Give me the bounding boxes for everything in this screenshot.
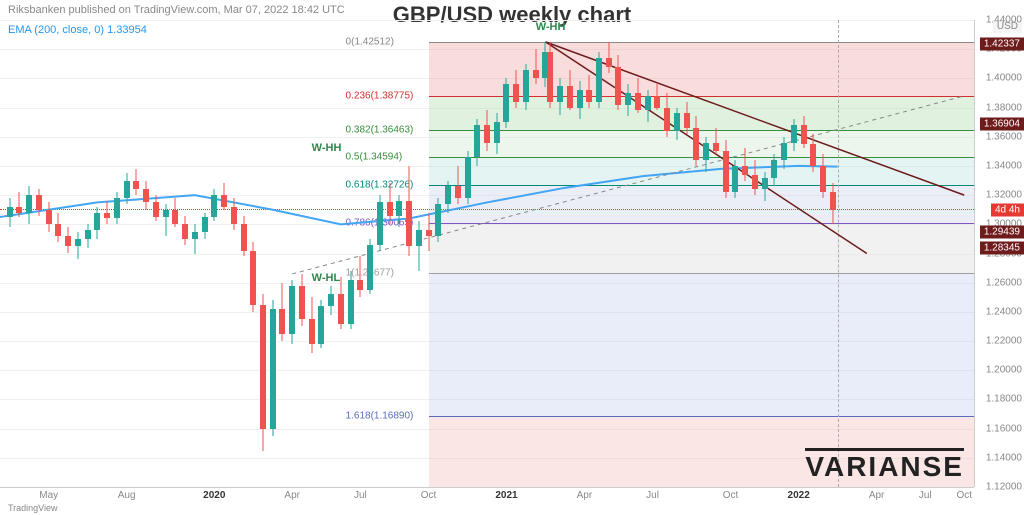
- x-tick-label: Oct: [956, 490, 972, 501]
- current-time-line: [838, 20, 839, 487]
- pattern-label: W-HL: [312, 272, 341, 284]
- fib-zone: [429, 223, 974, 272]
- y-tick-label: 1.34000: [986, 160, 1022, 171]
- x-tick-label: Jul: [646, 490, 659, 501]
- fib-line: [429, 223, 974, 224]
- y-tick-label: 1.14000: [986, 452, 1022, 463]
- y-tick-label: 1.44000: [986, 15, 1022, 26]
- watermark-logo: VARIANSE: [805, 448, 964, 483]
- x-tick-label: 2021: [495, 490, 517, 501]
- x-tick-label: Jul: [354, 490, 367, 501]
- y-tick-label: 1.38000: [986, 102, 1022, 113]
- fib-zone: [429, 273, 974, 416]
- x-tick-label: 2022: [788, 490, 810, 501]
- x-tick-label: Apr: [869, 490, 885, 501]
- tradingview-logo: TradingView: [8, 503, 58, 513]
- fib-zone: [429, 185, 974, 224]
- y-tick-label: 1.20000: [986, 365, 1022, 376]
- price-badge: 1.29439: [980, 226, 1024, 239]
- fib-line: [429, 96, 974, 97]
- publisher-text: Riksbanken published on TradingView.com,…: [8, 4, 345, 16]
- fib-zone: [429, 157, 974, 184]
- chart-container: Riksbanken published on TradingView.com,…: [0, 0, 1024, 515]
- fib-label: 0(1.42512): [344, 36, 396, 47]
- y-tick-label: 1.26000: [986, 277, 1022, 288]
- x-axis: May Aug 2020 Apr Jul Oct 2021 Apr Jul Oct 2022 Apr J…: [0, 487, 974, 505]
- watermark-text: VARIANSE: [805, 448, 964, 483]
- price-badge: 1.36904: [980, 117, 1024, 130]
- y-tick-label: 1.22000: [986, 336, 1022, 347]
- x-tick-label: May: [39, 490, 58, 501]
- chart-plot-area[interactable]: 0(1.42512) 0.236(1.38775) 0.382(1.36463) 0.…: [0, 20, 974, 487]
- y-tick-label: 1.24000: [986, 306, 1022, 317]
- x-tick-label: Apr: [284, 490, 300, 501]
- fib-zone: [429, 42, 974, 97]
- y-tick-label: 1.40000: [986, 73, 1022, 84]
- y-tick-label: 1.12000: [986, 482, 1022, 493]
- fib-line: [429, 42, 974, 43]
- fib-label: 1.618(1.16890): [344, 410, 416, 421]
- price-badge: 1.28345: [980, 242, 1024, 255]
- x-tick-label: Jul: [919, 490, 932, 501]
- x-tick-label: Oct: [723, 490, 739, 501]
- fib-line: [429, 157, 974, 158]
- fib-zone: [429, 96, 974, 130]
- x-tick-label: Aug: [118, 490, 136, 501]
- fib-label: 0.382(1.36463): [344, 124, 416, 135]
- fib-line: [429, 185, 974, 186]
- y-tick-label: 1.18000: [986, 394, 1022, 405]
- fib-line: [429, 416, 974, 417]
- x-tick-label: Apr: [577, 490, 593, 501]
- y-axis: USD 1.440001.420001.400001.380001.360001…: [974, 20, 1024, 487]
- price-badge: 1.42337: [980, 38, 1024, 51]
- x-tick-label: Oct: [421, 490, 437, 501]
- y-tick-label: 1.32000: [986, 190, 1022, 201]
- x-tick-label: 2020: [203, 490, 225, 501]
- pattern-label: W-HH: [312, 142, 342, 154]
- fib-zone: [429, 130, 974, 157]
- fib-line: [429, 273, 974, 274]
- fib-label: 0.618(1.32726): [344, 179, 416, 190]
- fib-line: [429, 130, 974, 131]
- y-tick-label: 1.16000: [986, 423, 1022, 434]
- fib-label: 0.5(1.34594): [344, 152, 405, 163]
- tv-text: TradingView: [8, 503, 58, 513]
- fib-label: 0.236(1.38775): [344, 91, 416, 102]
- y-tick-label: 1.36000: [986, 131, 1022, 142]
- countdown-badge: 4d 4h: [991, 203, 1024, 216]
- pattern-label: W-HH: [536, 21, 566, 33]
